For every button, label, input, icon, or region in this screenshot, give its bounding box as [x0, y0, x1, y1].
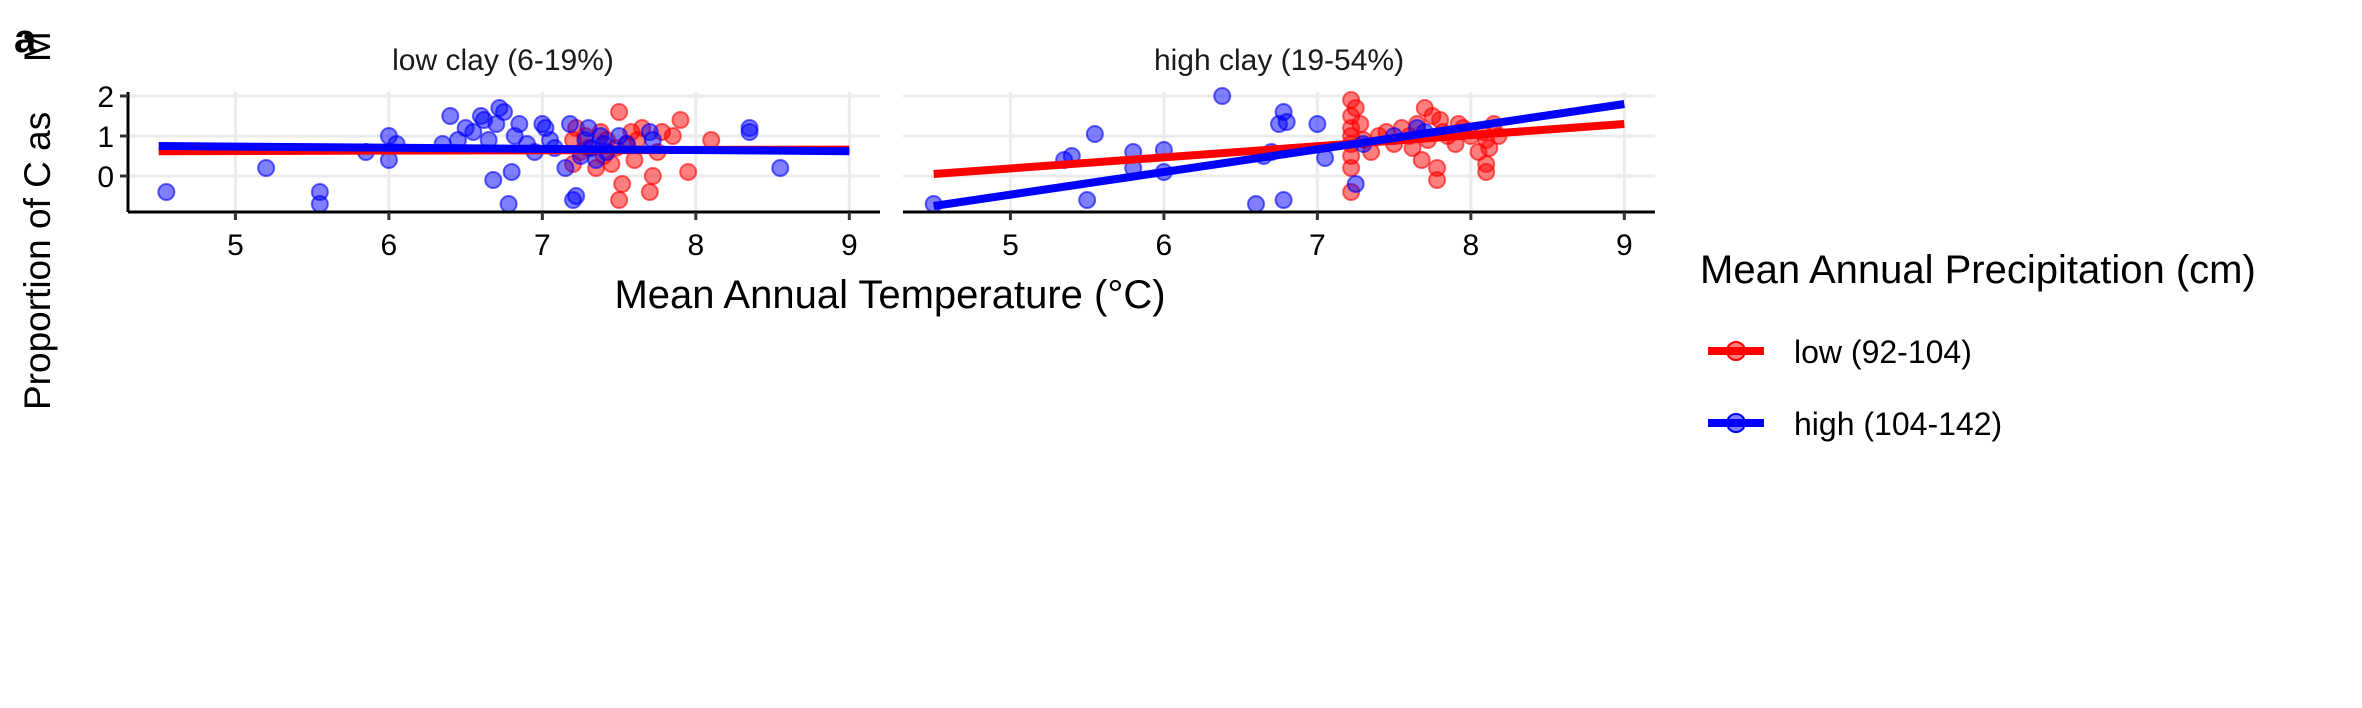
data-point-low [1346, 99, 1365, 117]
data-point-high [556, 159, 575, 177]
x-tick-label: 8 [1462, 229, 1479, 262]
panel-title-high-clay: high clay (19-54%) [1154, 44, 1404, 77]
data-point-high [464, 123, 483, 141]
x-tick-label: 9 [841, 229, 858, 262]
data-point-low [1428, 171, 1447, 189]
legend-label-high: high (104-142) [1794, 406, 2002, 442]
x-tick-label: 9 [1616, 229, 1633, 262]
legend-title: Mean Annual Precipitation (cm) [1700, 248, 2256, 292]
legend-key-high-point [1726, 413, 1746, 433]
y-tick-label: 1 [97, 121, 114, 154]
data-point-high [510, 115, 529, 133]
panel-low-clay: 5 6 7 8 9 0 1 2 [97, 81, 880, 262]
x-tick-label: 6 [1156, 229, 1173, 262]
data-point-high [257, 159, 276, 177]
data-point-low [1351, 115, 1370, 133]
data-point-low [613, 175, 632, 193]
y-tick-label: 0 [97, 161, 114, 194]
data-point-high [579, 119, 598, 137]
data-point-high [1246, 195, 1265, 213]
x-tick-label: 7 [1309, 229, 1326, 262]
legend-item-low: low (92-104) [1708, 334, 1972, 370]
fit-line-high [158, 142, 850, 156]
data-point-high [484, 171, 503, 189]
legend-key-low-point [1726, 341, 1746, 361]
x-tick-label: 6 [381, 229, 398, 262]
data-point-high [740, 119, 759, 137]
data-point-low [640, 183, 659, 201]
x-tick-label: 5 [227, 229, 244, 262]
data-point-low [610, 191, 629, 209]
fit-line-low [933, 120, 1625, 178]
y-tick-label: 2 [97, 81, 114, 114]
data-point-high [157, 183, 176, 201]
data-point-high [495, 103, 513, 121]
data-point-low [1477, 163, 1496, 181]
x-tick-label: 5 [1002, 229, 1019, 262]
data-point-high [1078, 191, 1097, 209]
data-point-low [610, 103, 629, 121]
data-point-low [679, 163, 698, 181]
y-axis-title: Proportion of C as [17, 112, 58, 410]
data-point-high [502, 163, 521, 181]
data-point-high [441, 107, 460, 125]
data-point-high [1346, 175, 1365, 193]
data-point-high [1085, 125, 1104, 143]
x-tick-label: 7 [534, 229, 551, 262]
legend-label-low: low (92-104) [1794, 334, 1972, 370]
data-point-high [310, 195, 329, 213]
data-point-low [671, 111, 690, 129]
data-point-high [567, 187, 586, 205]
panel-high-clay: 5 6 7 8 9 [903, 87, 1655, 262]
panel-tag: a [14, 17, 37, 61]
data-point-low [1342, 159, 1361, 177]
legend-item-high: high (104-142) [1708, 406, 2002, 442]
data-point-low [1412, 151, 1431, 169]
data-point-low [702, 131, 721, 149]
legend: Mean Annual Precipitation (cm) low (92-1… [1700, 248, 2256, 442]
data-point-high [1308, 115, 1327, 133]
data-point-low [663, 127, 682, 145]
data-point-low [643, 167, 662, 185]
data-point-high [560, 115, 579, 133]
x-axis-title: Mean Annual Temperature (°C) [614, 273, 1165, 317]
x-tick-label: 8 [687, 229, 704, 262]
panel-title-low-clay: low clay (6-19%) [392, 44, 614, 77]
y-axis-title-cut: M [17, 31, 58, 62]
fit-line-high [933, 100, 1625, 210]
data-point-high [771, 159, 790, 177]
data-point-low [625, 151, 644, 169]
data-point-high [1274, 191, 1293, 209]
data-point-high [1277, 113, 1296, 131]
data-point-low [1480, 139, 1499, 157]
data-point-high [499, 195, 518, 213]
data-point-high [643, 131, 662, 149]
data-point-high [1213, 87, 1232, 105]
